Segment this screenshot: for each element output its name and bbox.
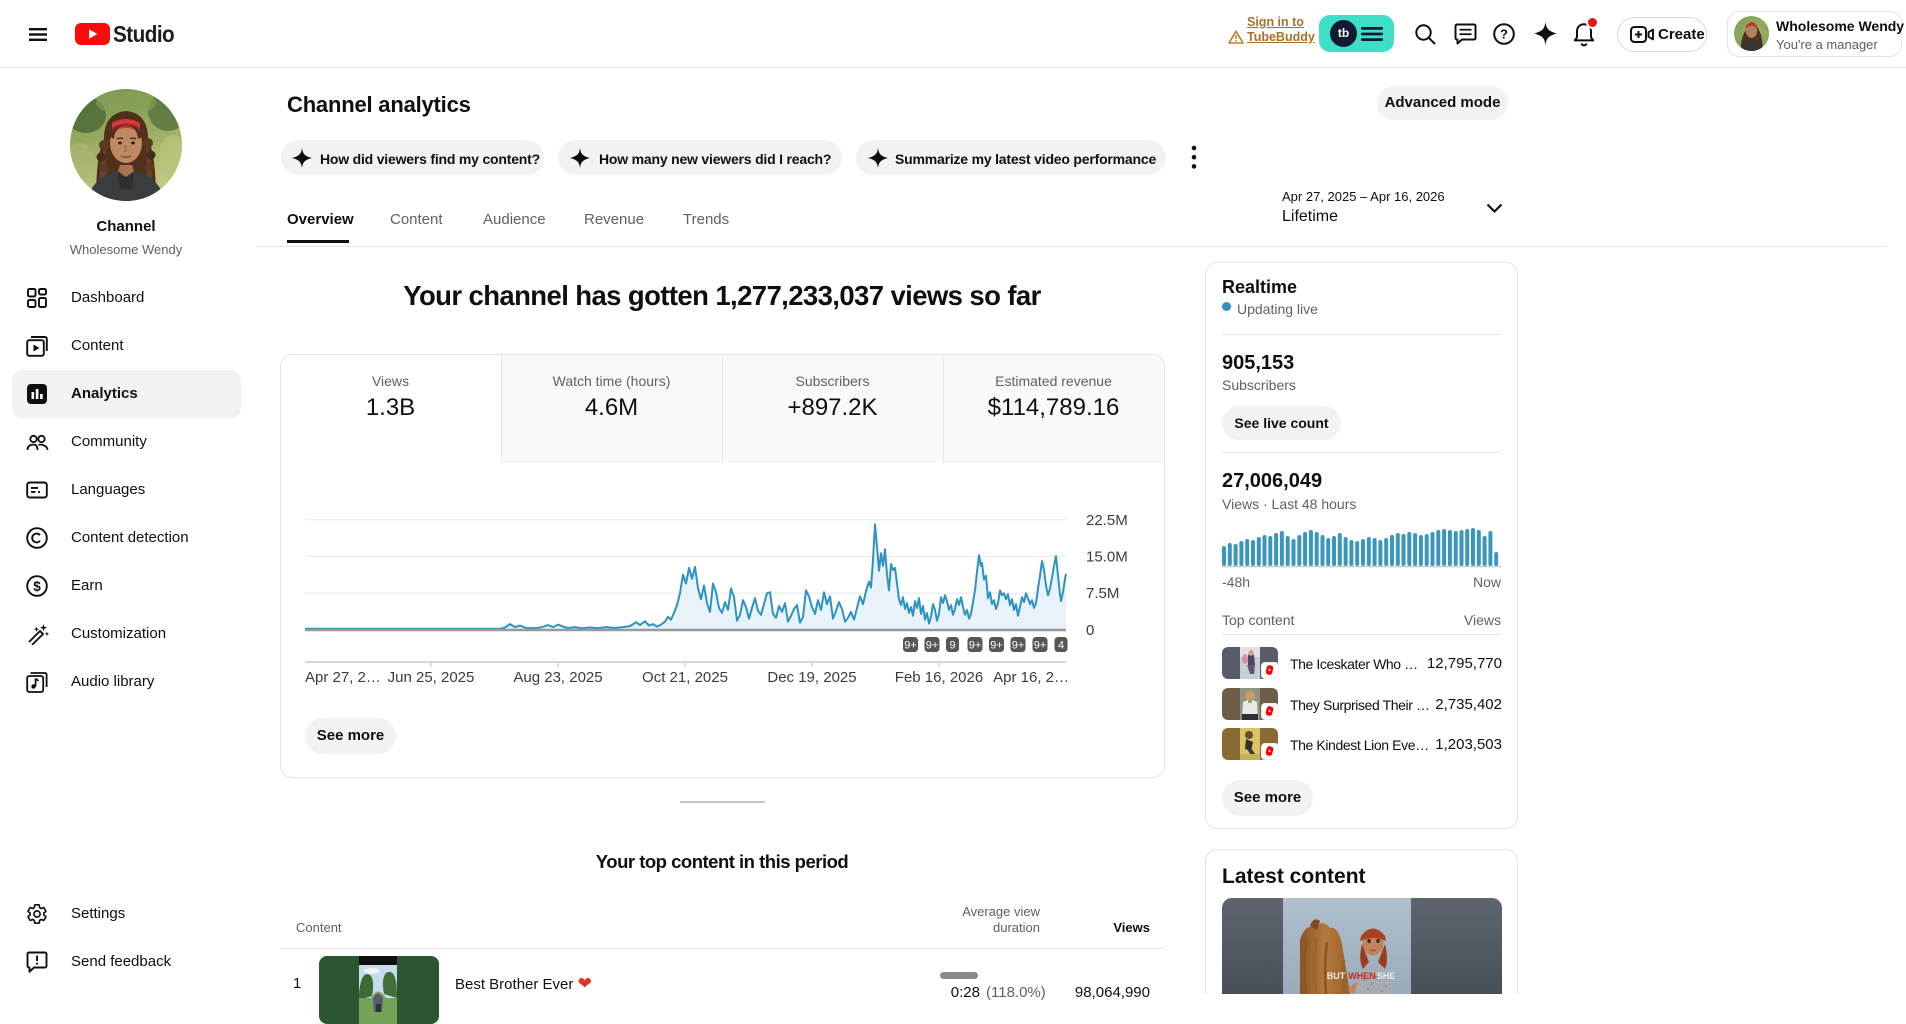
svg-text:$: $	[33, 579, 41, 594]
svg-text:Oct 21, 2025: Oct 21, 2025	[642, 669, 728, 686]
svg-text:9: 9	[949, 640, 955, 652]
svg-text:0: 0	[1086, 622, 1094, 639]
svg-text:?: ?	[1500, 27, 1508, 42]
svg-text:9+: 9+	[904, 640, 917, 652]
svg-text:4: 4	[1058, 640, 1064, 652]
svg-text:22.5M: 22.5M	[1086, 512, 1128, 529]
svg-text:WHEN: WHEN	[1348, 971, 1376, 981]
svg-text:9+: 9+	[990, 640, 1003, 652]
svg-text:Feb 16, 2026: Feb 16, 2026	[895, 669, 983, 686]
svg-text:Apr 27, 2…: Apr 27, 2…	[305, 669, 381, 686]
svg-text:9+: 9+	[1012, 640, 1025, 652]
svg-text:Dec 19, 2025: Dec 19, 2025	[767, 669, 856, 686]
svg-text:Apr 16, 2…: Apr 16, 2…	[993, 669, 1069, 686]
svg-text:Jun 25, 2025: Jun 25, 2025	[388, 669, 475, 686]
svg-text:9+: 9+	[969, 640, 982, 652]
svg-text:BUT: BUT	[1327, 971, 1346, 981]
svg-text:9+: 9+	[1034, 640, 1047, 652]
svg-text:15.0M: 15.0M	[1086, 548, 1128, 565]
svg-text:SHE: SHE	[1377, 971, 1396, 981]
svg-text:7.5M: 7.5M	[1086, 585, 1119, 602]
svg-text:9+: 9+	[926, 640, 939, 652]
svg-text:Aug 23, 2025: Aug 23, 2025	[513, 669, 602, 686]
